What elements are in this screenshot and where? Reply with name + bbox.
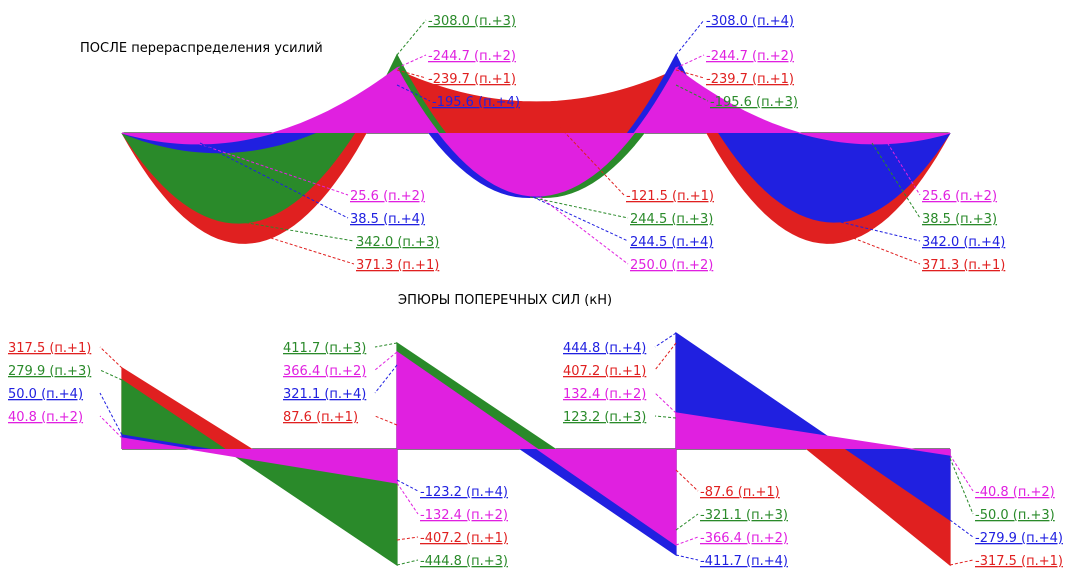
value-label: -444.8 (п.+3) [420, 554, 508, 569]
leader-line [396, 482, 419, 515]
value-label: 25.6 (п.+2) [922, 189, 997, 204]
value-label: -308.0 (п.+3) [428, 14, 516, 29]
leader-line [396, 536, 419, 541]
leader-line [949, 519, 974, 538]
value-label: -244.7 (п.+2) [706, 49, 794, 64]
value-label: 250.0 (п.+2) [630, 258, 713, 273]
leader-line [396, 84, 431, 102]
leader-line [949, 454, 974, 492]
leader-line [654, 342, 677, 371]
value-label: 132.4 (п.+2) [563, 387, 646, 402]
leader-line [99, 415, 123, 439]
value-label: 50.0 (п.+4) [8, 387, 83, 402]
value-label: -132.4 (п.+2) [420, 508, 508, 523]
value-label: -239.7 (п.+1) [428, 72, 516, 87]
value-label: -121.5 (п.+1) [626, 189, 714, 204]
value-label: 342.0 (п.+4) [922, 235, 1005, 250]
leader-line [535, 101, 625, 196]
leader-line [99, 369, 123, 381]
value-label: 371.3 (п.+1) [356, 258, 439, 273]
value-label: 411.7 (п.+3) [283, 341, 366, 356]
leader-line [675, 54, 705, 69]
value-label: 321.1 (п.+4) [283, 387, 366, 402]
leader-line [539, 196, 629, 265]
leader-line [835, 220, 921, 242]
title: ПОСЛЕ перераспределения усилий [80, 41, 323, 56]
value-label: -195.6 (п.+3) [710, 95, 798, 110]
value-label: 40.8 (п.+2) [8, 410, 83, 425]
value-label: 317.5 (п.+1) [8, 341, 91, 356]
value-label: -40.8 (п.+2) [975, 485, 1055, 500]
leader-line [184, 138, 349, 196]
value-label: -308.0 (п.+4) [706, 14, 794, 29]
leader-line [675, 554, 699, 561]
leader-line [949, 457, 974, 515]
value-label: 366.4 (п.+2) [283, 364, 366, 379]
leader-line [675, 536, 699, 546]
value-label: -407.2 (п.+1) [420, 531, 508, 546]
value-label: 244.5 (п.+3) [630, 212, 713, 227]
leader-line [654, 392, 677, 414]
value-label: -87.6 (п.+1) [700, 485, 780, 500]
leader-line [654, 332, 677, 348]
leader-line [675, 513, 699, 531]
leader-line [675, 469, 699, 492]
leader-line [949, 559, 974, 566]
value-label: -239.7 (п.+1) [706, 72, 794, 87]
leader-line [654, 415, 677, 419]
value-label: 371.3 (п.+1) [922, 258, 1005, 273]
leader-line [829, 228, 921, 265]
leader-line [396, 19, 427, 56]
leader-line [529, 196, 629, 219]
value-label: 38.5 (п.+3) [922, 212, 997, 227]
value-label: 38.5 (п.+4) [350, 212, 425, 227]
value-label: 87.6 (п.+1) [283, 410, 358, 425]
value-label: -50.0 (п.+3) [975, 508, 1055, 523]
leader-line [199, 142, 349, 219]
value-label: -279.9 (п.+4) [975, 531, 1063, 546]
value-label: 244.5 (п.+4) [630, 235, 713, 250]
subtitle: ЭПЮРЫ ПОПЕРЕЧНЫХ СИЛ (кН) [398, 293, 612, 308]
leader-line [675, 19, 705, 56]
leader-line [884, 138, 921, 196]
leader-line [374, 415, 398, 426]
value-label: 279.9 (п.+3) [8, 364, 91, 379]
leader-line [374, 364, 398, 394]
value-label: 25.6 (п.+2) [350, 189, 425, 204]
value-label: -195.6 (п.+4) [432, 95, 520, 110]
leader-line [675, 84, 709, 102]
leader-line [374, 351, 398, 371]
value-label: -123.2 (п.+4) [420, 485, 508, 500]
leader-line [532, 196, 629, 242]
value-label: -411.7 (п.+4) [700, 554, 788, 569]
leader-line [396, 54, 427, 69]
value-label: 407.2 (п.+1) [563, 364, 646, 379]
shear-line [121, 350, 951, 547]
leader-line [396, 559, 419, 566]
leader-line [99, 346, 123, 369]
value-label: 342.0 (п.+3) [356, 235, 439, 250]
leader-line [374, 342, 398, 348]
leader-line [396, 479, 419, 492]
moment-curve [121, 67, 951, 197]
leader-line [396, 69, 427, 79]
shear-line [121, 331, 951, 557]
value-label: -366.4 (п.+2) [700, 531, 788, 546]
leader-line [241, 228, 355, 265]
value-label: 123.2 (п.+3) [563, 410, 646, 425]
value-label: -244.7 (п.+2) [428, 49, 516, 64]
value-label: -321.1 (п.+3) [700, 508, 788, 523]
value-label: -317.5 (п.+1) [975, 554, 1063, 569]
leader-line [99, 392, 123, 436]
value-label: 444.8 (п.+4) [563, 341, 646, 356]
